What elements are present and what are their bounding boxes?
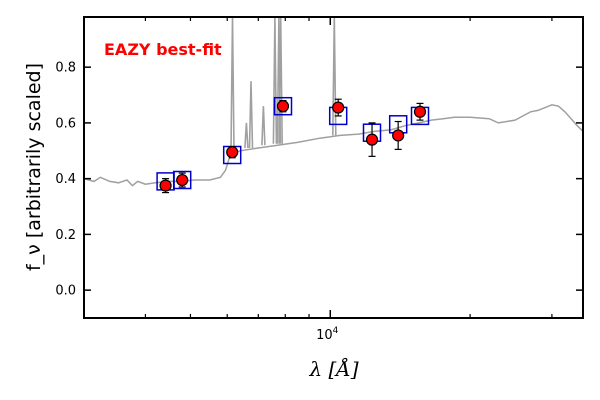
y-tick-label-3: 0.6	[55, 116, 76, 131]
observed-point-2	[226, 146, 239, 159]
spectrum-emission-line-3	[261, 106, 266, 146]
observed-point-4	[332, 101, 345, 114]
spectrum-continuum-line	[83, 104, 584, 187]
plot-frame	[83, 16, 584, 319]
observed-point-1	[176, 173, 189, 187]
observed-photometry	[159, 98, 427, 194]
observed-point-7	[413, 105, 427, 118]
y-tick-label-2: 0.4	[55, 172, 76, 187]
y-tick-label-1: 0.2	[55, 228, 76, 243]
y-tick-label-4: 0.8	[55, 61, 76, 76]
observed-point-3	[276, 100, 290, 113]
axes: 0.0 0.2 0.4 0.6 0.8 104	[55, 16, 584, 343]
x-axis-label: λ [Å]	[308, 356, 358, 381]
spectrum-emission-line-1	[244, 122, 249, 149]
observed-point-0	[159, 179, 172, 192]
y-axis-label: f_ν [arbitrarily scaled]	[23, 63, 45, 271]
spectrum-emission-line-2	[248, 81, 254, 149]
annotation-eazy-best-fit: EAZY best-fit	[104, 40, 222, 59]
model-square-3	[273, 96, 293, 116]
observed-point-6	[392, 129, 405, 142]
observed-point-5	[365, 133, 379, 146]
y-tick-label-0: 0.0	[55, 284, 76, 299]
model-square-1	[172, 170, 192, 190]
x-tick-label-0: 104	[316, 326, 339, 343]
